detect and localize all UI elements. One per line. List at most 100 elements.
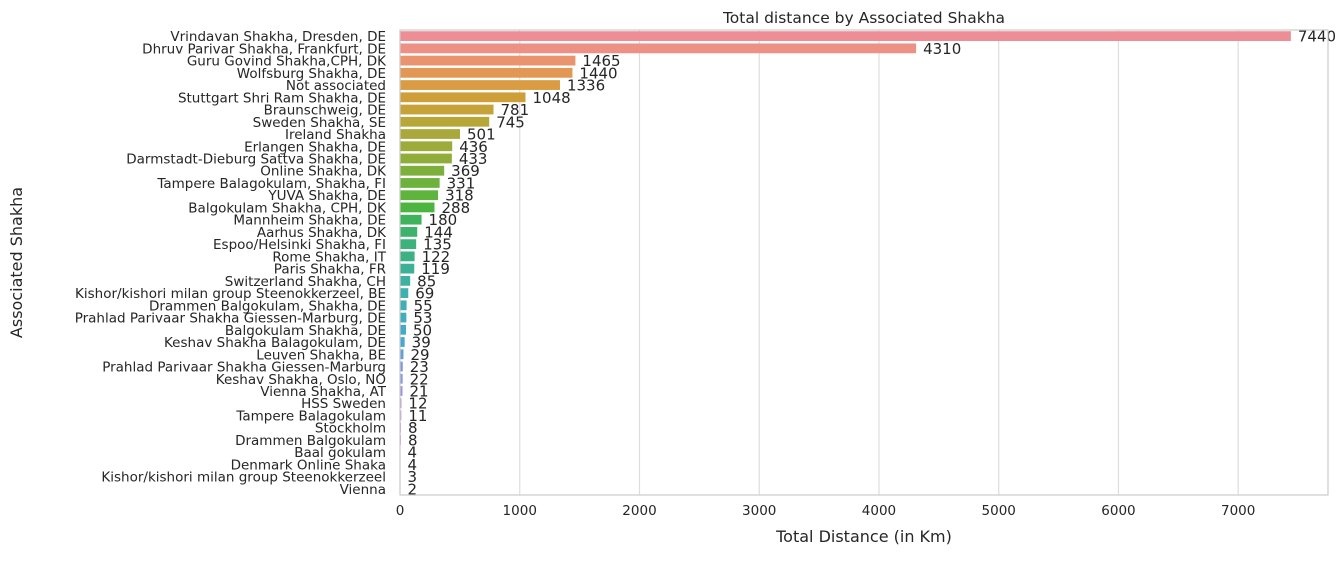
bars	[400, 31, 1291, 494]
data-label: 69	[415, 285, 434, 303]
bar	[400, 67, 573, 78]
x-tick-label: 2000	[622, 503, 656, 519]
bar	[400, 263, 415, 274]
y-tick-label: Erlangen Shakha, DE	[244, 139, 386, 155]
data-label: 122	[422, 248, 451, 266]
data-label: 2	[408, 480, 418, 498]
y-tick-label: Kishor/kishori milan group Steenokkerzee…	[75, 286, 386, 302]
data-label: 4310	[923, 40, 961, 58]
y-tick-label: Prahlad Parivaar Shakha Giessen-Marburg,…	[75, 311, 386, 327]
bar	[400, 349, 404, 360]
data-label: 4	[408, 456, 418, 474]
y-tick-label: Balgokulam Shakha, DE	[225, 323, 386, 339]
data-label: 180	[429, 211, 458, 229]
y-tick-label: Vienna	[340, 482, 386, 498]
y-tick-label: Stockholm	[315, 421, 386, 437]
data-label: 50	[413, 321, 432, 339]
bar	[400, 251, 415, 262]
value-labels: 7440431014651440133610487817455014364333…	[408, 28, 1337, 499]
x-tick-label: 4000	[862, 503, 896, 519]
data-label: 29	[410, 346, 429, 364]
data-label: 22	[410, 370, 429, 388]
data-label: 85	[417, 272, 436, 290]
y-tick-label: YUVA Shakha, DE	[267, 188, 386, 204]
data-label: 53	[413, 309, 432, 327]
bar	[400, 116, 490, 127]
data-label: 55	[414, 297, 433, 315]
data-label: 8	[408, 431, 418, 449]
y-axis-label: Associated Shakha	[7, 187, 26, 338]
data-label: 1336	[567, 77, 605, 95]
data-label: 369	[451, 162, 480, 180]
y-tick-label: Tampere Balagokulam, Shakha, FI	[156, 176, 386, 192]
y-tick-label: Mannheim Shakha, DE	[233, 213, 386, 229]
y-tick-label: Braunschweig, DE	[264, 103, 386, 119]
data-label: 1048	[532, 89, 570, 107]
y-tick-label: Sweden Shakha, SE	[253, 115, 386, 131]
bar	[400, 129, 460, 139]
y-tick-label: Stuttgart Shri Ram Shakha, DE	[178, 90, 386, 106]
y-tick-label: Prahlad Parivaar Shakha Giessen-Marburg	[102, 360, 386, 376]
data-label: 781	[501, 101, 530, 119]
x-tick-label: 0	[396, 503, 405, 519]
x-tick-labels: 0 1000 2000 3000 4000 5000 6000 7000	[396, 503, 1256, 519]
bar	[400, 141, 453, 152]
y-tick-label: Keshav Shakha Balagokulam, DE	[164, 335, 386, 351]
data-label: 119	[421, 260, 450, 278]
y-tick-label: Rome Shakha, IT	[272, 249, 386, 265]
y-tick-label: Paris Shakha, FR	[274, 262, 386, 278]
y-tick-label: Balgokulam Shakha, CPH, DK	[188, 200, 387, 216]
y-tick-label: Tampere Balagokulam	[235, 408, 386, 424]
data-label: 23	[410, 358, 429, 376]
data-label: 144	[424, 223, 453, 241]
data-label: 39	[412, 334, 431, 352]
data-label: 4	[408, 444, 418, 462]
bar	[400, 275, 411, 286]
plot-frame	[399, 29, 1329, 496]
bar	[400, 104, 494, 115]
data-label: 7440	[1298, 28, 1336, 46]
data-label: 11	[408, 407, 427, 425]
bar	[400, 373, 403, 384]
bar	[400, 300, 407, 311]
bar	[400, 178, 440, 188]
bar	[400, 43, 917, 54]
bar	[400, 55, 576, 66]
data-label: 288	[441, 199, 470, 217]
y-tick-label: Ireland Shakha	[285, 127, 386, 143]
bar	[400, 324, 406, 335]
data-label: 3	[408, 468, 418, 486]
x-tick-label: 6000	[1101, 503, 1135, 519]
y-tick-label: Baal gokulam	[294, 445, 386, 461]
data-label: 745	[496, 113, 525, 131]
x-tick-label: 7000	[1221, 503, 1255, 519]
y-tick-label: Darmstadt-Dieburg Sattva Shakha, DE	[126, 151, 386, 167]
x-axis-label: Total Distance (in Km)	[775, 527, 952, 546]
bar	[400, 361, 403, 372]
data-label: 21	[410, 382, 429, 400]
bar	[400, 227, 418, 237]
bar	[400, 31, 1291, 42]
y-tick-label: HSS Sweden	[301, 396, 386, 412]
y-tick-label: Online Shakha, DK	[260, 164, 387, 180]
data-label: 436	[459, 138, 488, 156]
y-tick-label: Vienna Shakha, AT	[260, 384, 386, 400]
y-tick-label: Dhruv Parivar Shakha, Frankfurt, DE	[142, 41, 386, 57]
plot-background	[400, 30, 1328, 495]
y-tick-label: Espoo/Helsinki Shakha, FI	[213, 237, 386, 253]
y-tick-label: Switzerland Shakha, CH	[225, 274, 386, 290]
y-tick-label: Denmark Online Shaka	[231, 457, 386, 473]
bar	[400, 190, 439, 201]
data-label: 433	[459, 150, 488, 168]
data-label: 12	[408, 395, 427, 413]
data-label: 1465	[582, 52, 620, 70]
y-tick-label: Aarhus Shakha, DK	[257, 225, 387, 241]
y-tick-label: Drammen Balgokulam, Shakha, DE	[149, 298, 386, 314]
y-tick-label: Vrindavan Shakha, Dresden, DE	[170, 29, 386, 45]
bar	[400, 398, 402, 409]
data-label: 501	[467, 126, 496, 144]
bar	[400, 337, 405, 347]
y-tick-label: Not associated	[286, 78, 386, 94]
